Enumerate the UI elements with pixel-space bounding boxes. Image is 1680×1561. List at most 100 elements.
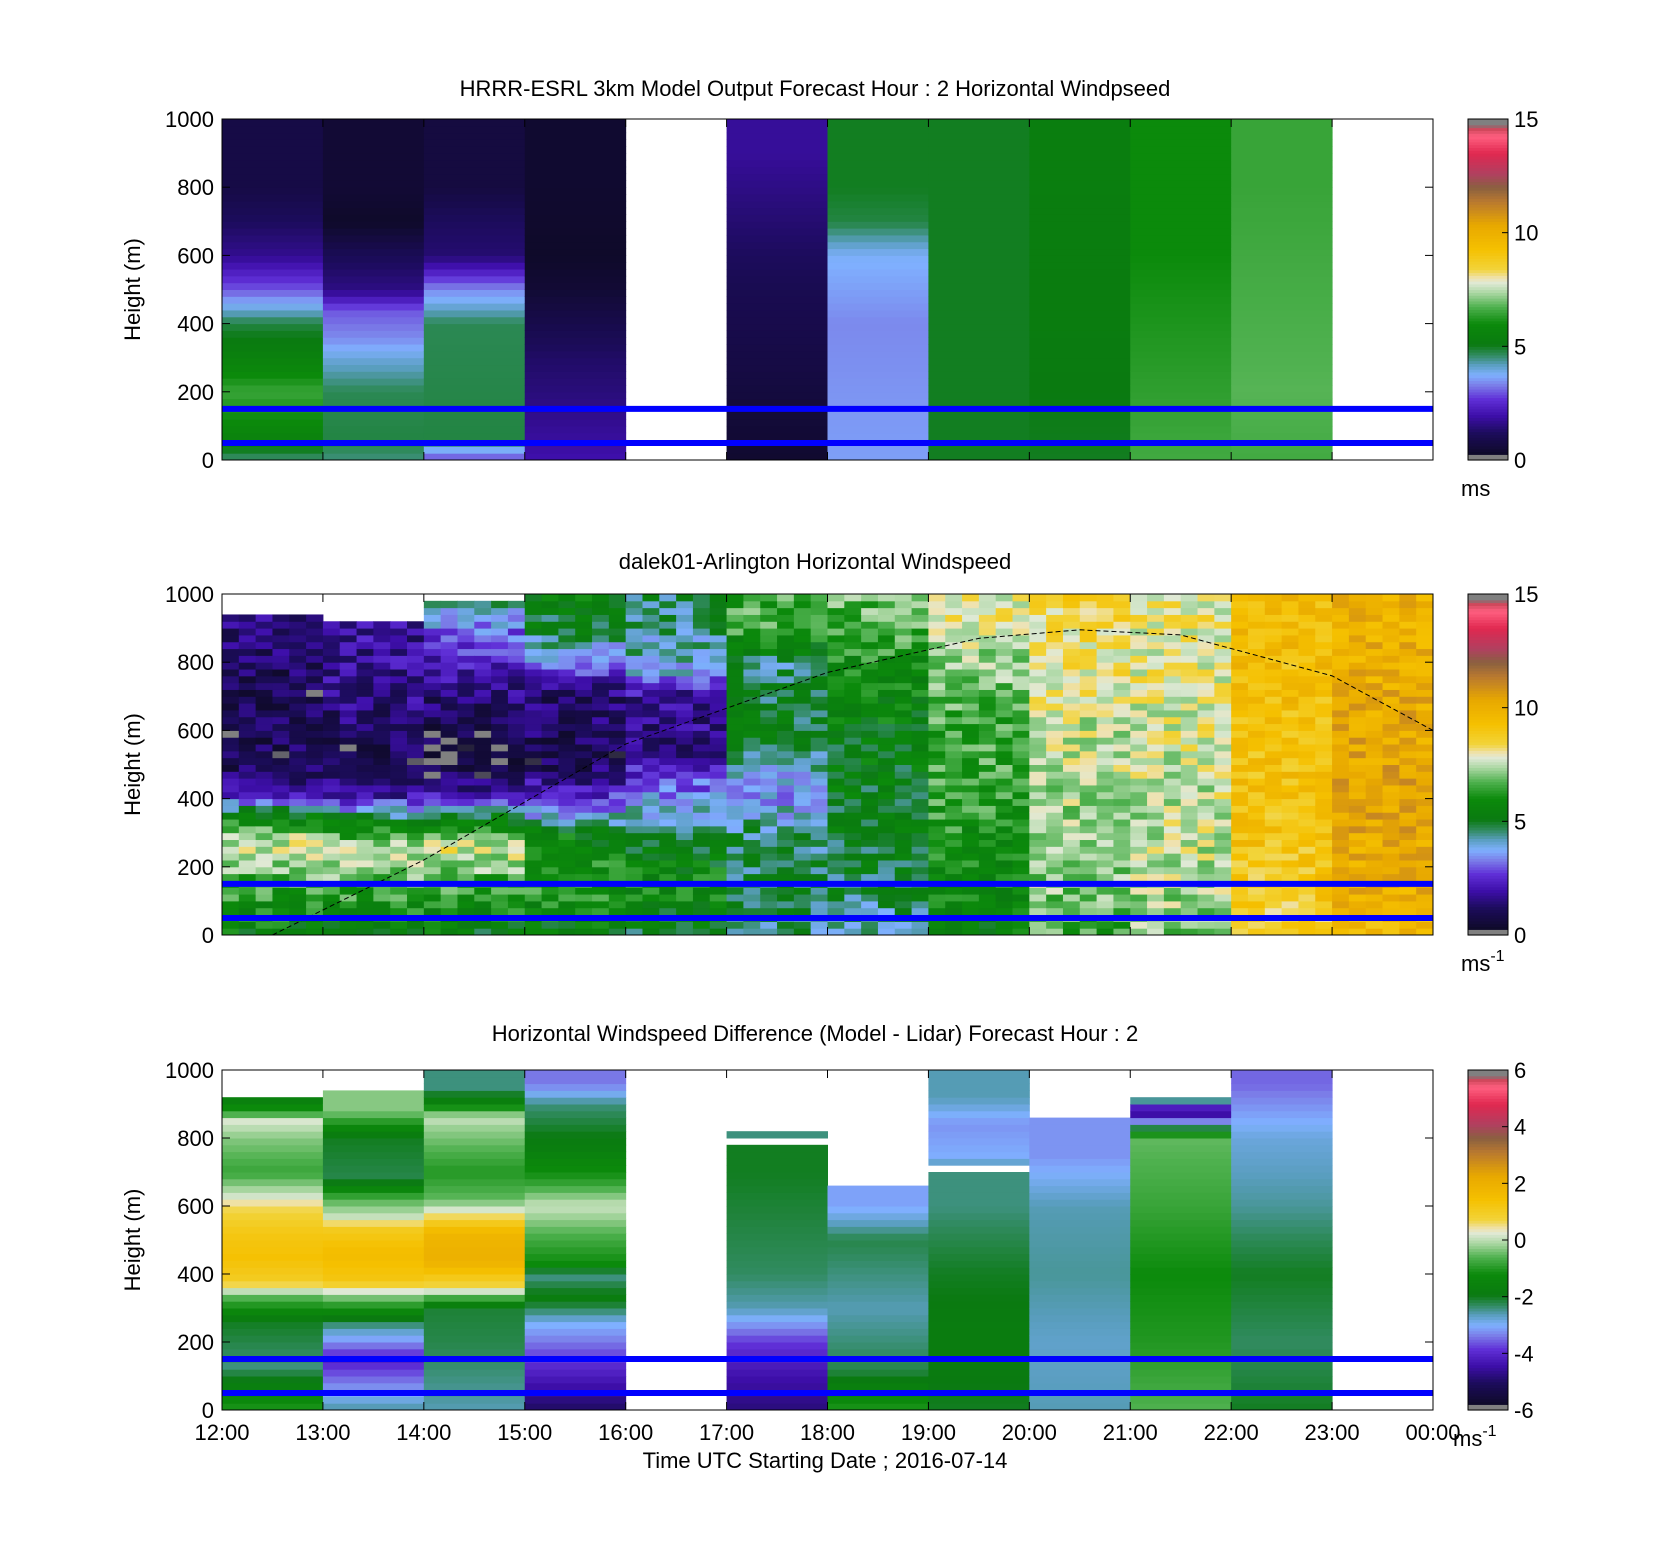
heatmap-cell — [659, 675, 677, 684]
heatmap-cell — [356, 907, 374, 916]
heatmap-cell — [423, 784, 442, 793]
heatmap-cell — [1298, 819, 1316, 827]
heatmap-cell — [608, 907, 627, 916]
heatmap-cell — [1029, 1219, 1131, 1227]
heatmap-cell — [1079, 928, 1098, 936]
heatmap-cell — [1046, 709, 1064, 718]
colorbar-swatch — [1468, 1299, 1508, 1303]
heatmap-cell — [1130, 275, 1232, 284]
heatmap-cell — [911, 764, 929, 772]
heatmap-cell — [222, 853, 240, 861]
heatmap-cell — [322, 1321, 425, 1329]
heatmap-cell — [423, 921, 442, 929]
heatmap-cell — [1029, 594, 1047, 602]
heatmap-cell — [1113, 900, 1131, 909]
colorbar-swatch — [1468, 275, 1508, 279]
heatmap-cell — [1130, 907, 1148, 916]
heatmap-cell — [1062, 696, 1081, 704]
heatmap-cell — [608, 784, 627, 793]
heatmap-cell — [1113, 771, 1131, 779]
heatmap-cell — [928, 1199, 1030, 1207]
heatmap-cell — [1079, 873, 1098, 881]
heatmap-cell — [222, 832, 240, 841]
heatmap-cell — [625, 887, 643, 895]
heatmap-cell — [440, 832, 458, 841]
y-tick-label: 1000 — [165, 1058, 214, 1083]
heatmap-cell — [827, 628, 845, 636]
heatmap-cell — [1197, 859, 1215, 868]
heatmap-cell — [491, 798, 509, 806]
heatmap-cell — [1214, 689, 1232, 697]
heatmap-cell — [1348, 894, 1367, 902]
heatmap-cell — [945, 621, 963, 629]
heatmap-cell — [1130, 1110, 1232, 1119]
heatmap-cell — [306, 805, 324, 813]
heatmap-cell — [1382, 716, 1400, 725]
heatmap-cell — [995, 791, 1014, 800]
heatmap-cell — [676, 744, 694, 752]
heatmap-cell — [676, 675, 694, 684]
heatmap-cell — [507, 662, 526, 670]
heatmap-cell — [322, 1335, 425, 1343]
heatmap-cell — [1113, 703, 1131, 711]
heatmap-cell — [793, 757, 812, 765]
heatmap-cell — [339, 812, 358, 820]
colorbar-tick-label: 0 — [1514, 923, 1526, 948]
model-panel-title: HRRR-ESRL 3km Model Output Forecast Hour… — [460, 76, 1171, 101]
heatmap-cell — [1046, 607, 1064, 615]
colorbar-swatch — [1468, 917, 1508, 922]
heatmap-cell — [322, 132, 425, 140]
colorbar-swatch — [1468, 315, 1508, 319]
heatmap-cell — [1365, 866, 1384, 875]
colorbar-swatch — [1468, 1285, 1508, 1289]
heatmap-cell — [1130, 669, 1148, 677]
heatmap-cell — [978, 614, 997, 622]
heatmap-cell — [1281, 634, 1299, 643]
heatmap-cell — [793, 866, 812, 875]
heatmap-cell — [541, 907, 559, 916]
heatmap-cell — [709, 744, 728, 752]
heatmap-cell — [844, 682, 862, 690]
heatmap-cell — [978, 675, 997, 684]
heatmap-cell — [1029, 432, 1131, 441]
heatmap-cell — [962, 703, 980, 711]
heatmap-cell — [945, 771, 963, 779]
heatmap-cell — [894, 689, 913, 697]
heatmap-cell — [777, 709, 795, 718]
heatmap-cell — [1163, 682, 1182, 690]
heatmap-cell — [222, 1396, 324, 1404]
heatmap-cell — [1062, 805, 1081, 813]
heatmap-cell — [692, 723, 711, 731]
heatmap-cell — [423, 180, 526, 188]
heatmap-cell — [1029, 737, 1047, 745]
heatmap-cell — [861, 750, 879, 759]
heatmap-cell — [1197, 689, 1215, 697]
heatmap-cell — [1096, 907, 1114, 916]
heatmap-cell — [541, 655, 559, 663]
heatmap-cell — [726, 730, 744, 738]
heatmap-cell — [306, 662, 324, 670]
heatmap-cell — [339, 900, 358, 909]
heatmap-cell — [474, 866, 492, 875]
heatmap-cell — [390, 771, 408, 779]
heatmap-cell — [894, 900, 913, 909]
colorbar-swatch — [1468, 1251, 1508, 1255]
colorbar-swatch — [1468, 397, 1508, 401]
heatmap-cell — [608, 723, 627, 731]
heatmap-cell — [390, 887, 408, 895]
heatmap-cell — [962, 662, 980, 670]
heatmap-cell — [1029, 846, 1047, 854]
heatmap-cell — [440, 614, 458, 622]
heatmap-cell — [1147, 682, 1165, 690]
heatmap-cell — [1046, 614, 1064, 622]
heatmap-cell — [1062, 825, 1081, 834]
heatmap-cell — [390, 839, 408, 847]
heatmap-cell — [558, 614, 576, 622]
heatmap-cell — [760, 648, 778, 656]
heatmap-cell — [911, 614, 929, 622]
heatmap-cell — [642, 846, 660, 854]
heatmap-cell — [440, 744, 458, 752]
heatmap-cell — [457, 641, 475, 650]
heatmap-cell — [1029, 1348, 1131, 1357]
heatmap-cell — [1163, 628, 1182, 636]
